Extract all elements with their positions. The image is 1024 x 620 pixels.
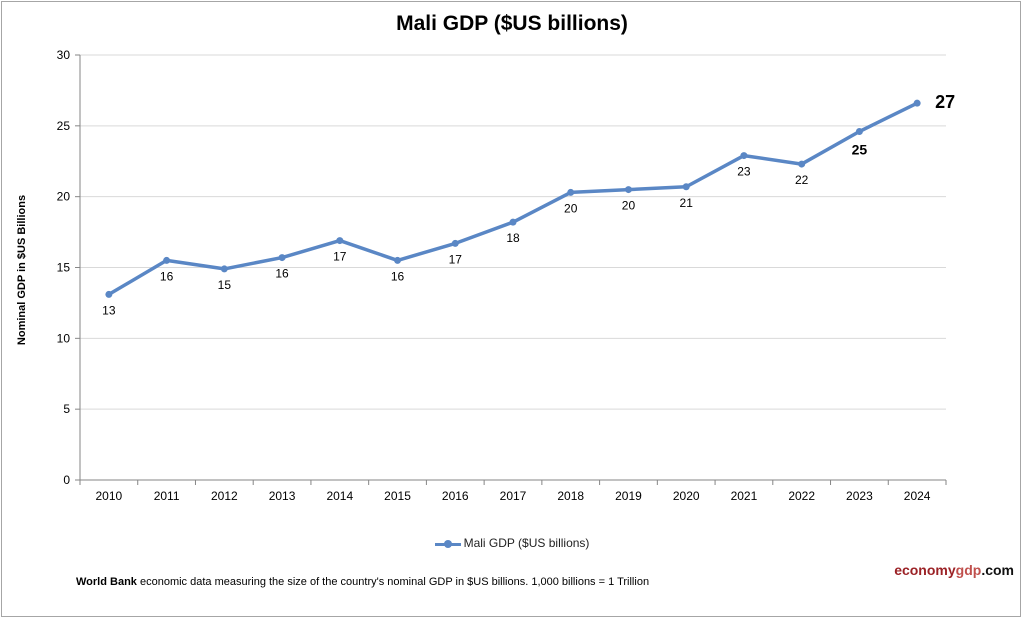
data-point (105, 290, 113, 298)
y-tick-label: 15 (57, 261, 71, 275)
data-point (509, 218, 517, 226)
x-tick-label: 2019 (615, 489, 642, 503)
data-point (451, 239, 459, 247)
data-label: 13 (102, 303, 116, 317)
footer-note: World Bank economic data measuring the s… (76, 576, 649, 588)
x-tick-label: 2018 (557, 489, 584, 503)
data-point (278, 254, 286, 262)
x-tick-label: 2015 (384, 489, 411, 503)
footer-text: economic data measuring the size of the … (136, 576, 650, 588)
data-label: 27 (935, 92, 955, 112)
data-label: 17 (333, 250, 347, 264)
data-point (394, 256, 402, 264)
data-label: 15 (218, 278, 232, 292)
x-tick-label: 2023 (846, 489, 873, 503)
x-tick-label: 2021 (731, 489, 758, 503)
x-tick-label: 2011 (154, 489, 180, 503)
data-label: 25 (852, 142, 868, 158)
data-point (855, 128, 863, 135)
x-tick-label: 2012 (211, 489, 238, 503)
data-point (567, 188, 575, 196)
legend: Mali GDP ($US billions) (0, 536, 1024, 550)
x-tick-label: 2016 (442, 489, 469, 503)
y-tick-label: 5 (63, 402, 70, 416)
data-label: 20 (564, 201, 578, 215)
data-label: 16 (160, 269, 174, 283)
data-point (740, 152, 748, 160)
data-label: 16 (391, 269, 405, 283)
x-tick-label: 2014 (326, 489, 353, 503)
legend-label: Mali GDP ($US billions) (463, 536, 590, 550)
data-label: 18 (506, 231, 520, 245)
x-tick-label: 2024 (904, 489, 931, 503)
y-tick-label: 30 (57, 48, 71, 62)
y-tick-label: 25 (57, 119, 71, 133)
y-tick-label: 0 (63, 473, 70, 487)
data-point (220, 265, 228, 273)
x-tick-label: 2022 (788, 489, 815, 503)
data-point (913, 99, 921, 107)
x-tick-label: 2017 (500, 489, 527, 503)
data-point (163, 256, 171, 264)
legend-swatch (434, 538, 461, 550)
logo: economygdp.com (894, 562, 1014, 578)
data-label: 22 (795, 173, 809, 187)
x-tick-label: 2013 (269, 489, 296, 503)
data-label: 17 (449, 252, 463, 266)
data-point (798, 160, 806, 168)
data-point (624, 186, 632, 194)
data-label: 23 (737, 165, 751, 179)
x-tick-label: 2010 (96, 489, 123, 503)
data-label: 21 (680, 196, 694, 210)
data-point (682, 183, 690, 191)
data-label: 20 (622, 199, 636, 213)
data-point (336, 237, 344, 245)
y-tick-label: 10 (57, 331, 71, 345)
data-label: 16 (275, 267, 289, 281)
y-tick-label: 20 (57, 190, 71, 204)
x-tick-label: 2020 (673, 489, 700, 503)
chart-title: Mali GDP ($US billions) (396, 12, 628, 35)
series-line (107, 101, 918, 296)
footer-source: World Bank (76, 576, 137, 588)
